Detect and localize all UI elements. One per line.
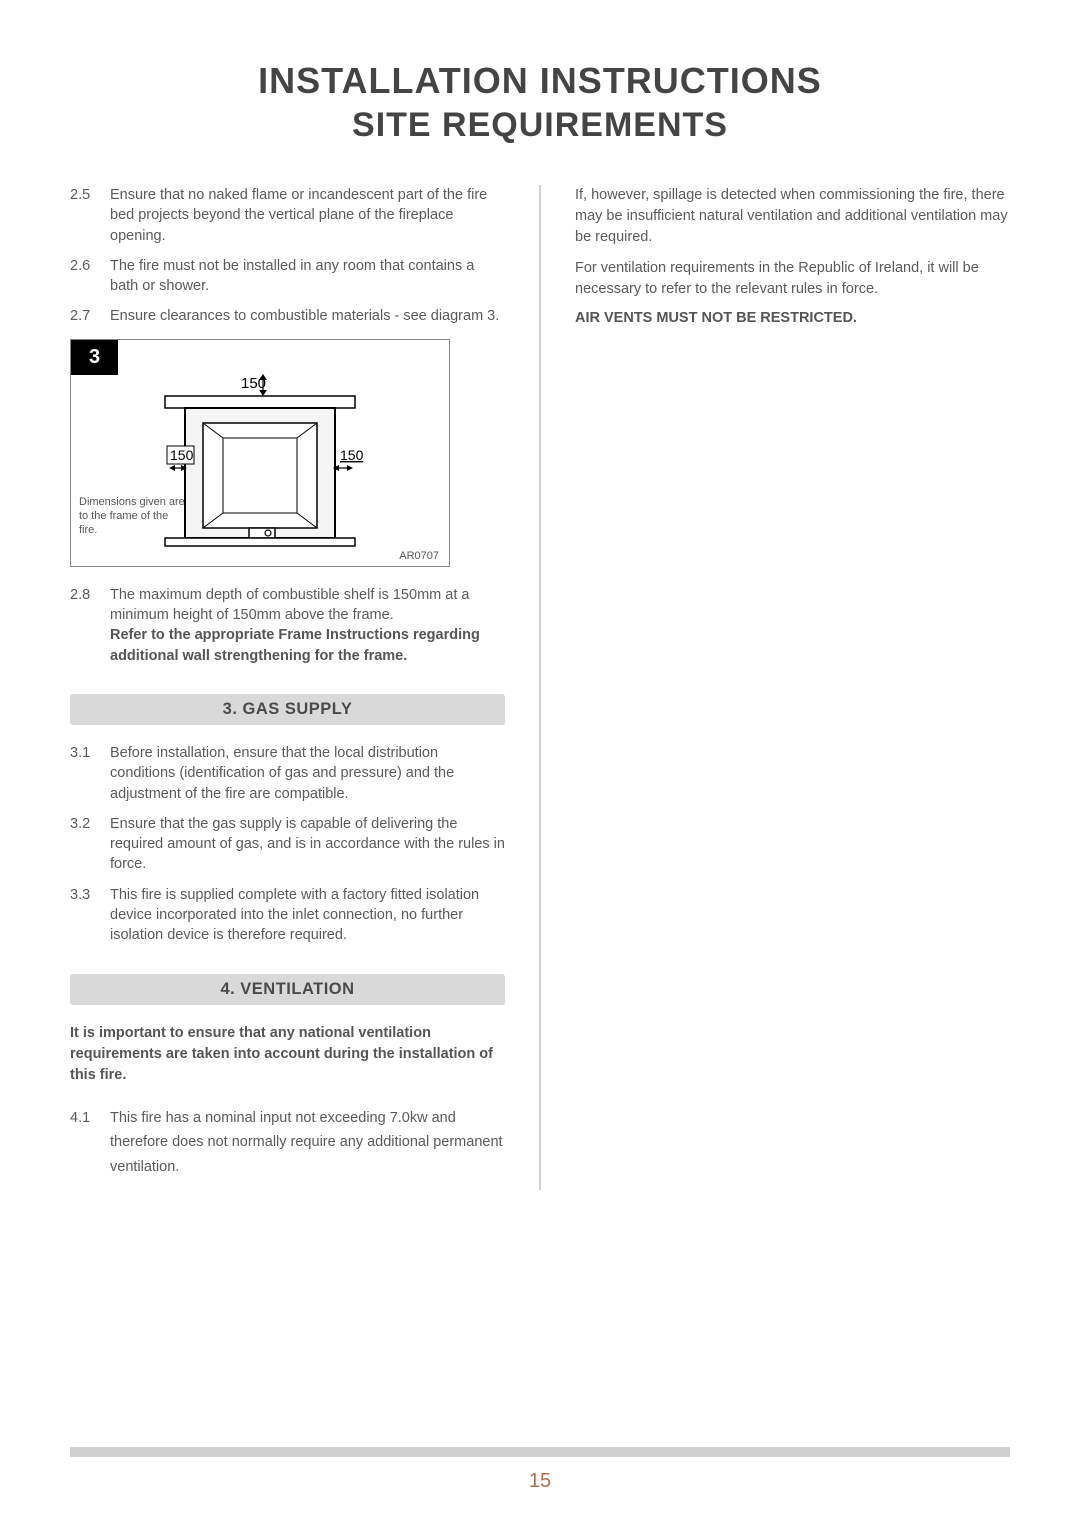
- item-2-8: 2.8 The maximum depth of combustible she…: [70, 585, 505, 666]
- item-2-7: 2.7 Ensure clearances to combustible mat…: [70, 306, 505, 326]
- content-columns: 2.5 Ensure that no naked flame or incand…: [70, 185, 1010, 1190]
- item-3-3: 3.3 This fire is supplied complete with …: [70, 885, 505, 946]
- footer-rule: [70, 1447, 1010, 1457]
- item-text: The fire must not be installed in any ro…: [110, 256, 505, 297]
- item-number: 3.1: [70, 743, 110, 804]
- title-line-1: INSTALLATION INSTRUCTIONS: [70, 60, 1010, 102]
- page-number: 15: [0, 1470, 1080, 1493]
- item-number: 4.1: [70, 1106, 110, 1180]
- item-text-bold: Refer to the appropriate Frame Instructi…: [110, 627, 480, 663]
- title-block: INSTALLATION INSTRUCTIONS SITE REQUIREME…: [70, 60, 1010, 145]
- item-number: 3.3: [70, 885, 110, 946]
- item-2-6: 2.6 The fire must not be installed in an…: [70, 256, 505, 297]
- item-3-2: 3.2 Ensure that the gas supply is capabl…: [70, 814, 505, 875]
- right-column: If, however, spillage is detected when c…: [575, 185, 1010, 1190]
- diagram-code: AR0707: [399, 550, 439, 562]
- item-text: The maximum depth of combustible shelf i…: [110, 585, 505, 666]
- right-para-1: If, however, spillage is detected when c…: [575, 185, 1010, 248]
- item-4-1: 4.1 This fire has a nominal input not ex…: [70, 1106, 505, 1180]
- diagram-3: 3: [70, 339, 450, 567]
- section-4-heading: 4. VENTILATION: [70, 974, 505, 1005]
- item-3-1: 3.1 Before installation, ensure that the…: [70, 743, 505, 804]
- item-text: Ensure that the gas supply is capable of…: [110, 814, 505, 875]
- title-line-2: SITE REQUIREMENTS: [70, 106, 1010, 145]
- column-divider: [539, 185, 541, 1190]
- item-number: 2.6: [70, 256, 110, 297]
- item-text: Before installation, ensure that the loc…: [110, 743, 505, 804]
- section-3-heading: 3. GAS SUPPLY: [70, 694, 505, 725]
- air-vents-warning: AIR VENTS MUST NOT BE RESTRICTED.: [575, 310, 1010, 326]
- item-number: 2.7: [70, 306, 110, 326]
- item-number: 2.5: [70, 185, 110, 246]
- item-text: This fire is supplied complete with a fa…: [110, 885, 505, 946]
- section-4-intro: It is important to ensure that any natio…: [70, 1023, 505, 1086]
- item-number: 3.2: [70, 814, 110, 875]
- item-text: Ensure clearances to combustible materia…: [110, 306, 505, 326]
- dim-top: 150: [241, 375, 266, 392]
- right-para-2: For ventilation requirements in the Repu…: [575, 258, 1010, 300]
- item-text: Ensure that no naked flame or incandesce…: [110, 185, 505, 246]
- dim-right: 150: [340, 447, 364, 463]
- item-text-plain: The maximum depth of combustible shelf i…: [110, 587, 469, 623]
- left-column: 2.5 Ensure that no naked flame or incand…: [70, 185, 505, 1190]
- item-2-5: 2.5 Ensure that no naked flame or incand…: [70, 185, 505, 246]
- dim-left: 150: [170, 447, 194, 463]
- diagram-note: Dimensions given are to the frame of the…: [79, 495, 189, 538]
- item-number: 2.8: [70, 585, 110, 666]
- item-text: This fire has a nominal input not exceed…: [110, 1106, 505, 1180]
